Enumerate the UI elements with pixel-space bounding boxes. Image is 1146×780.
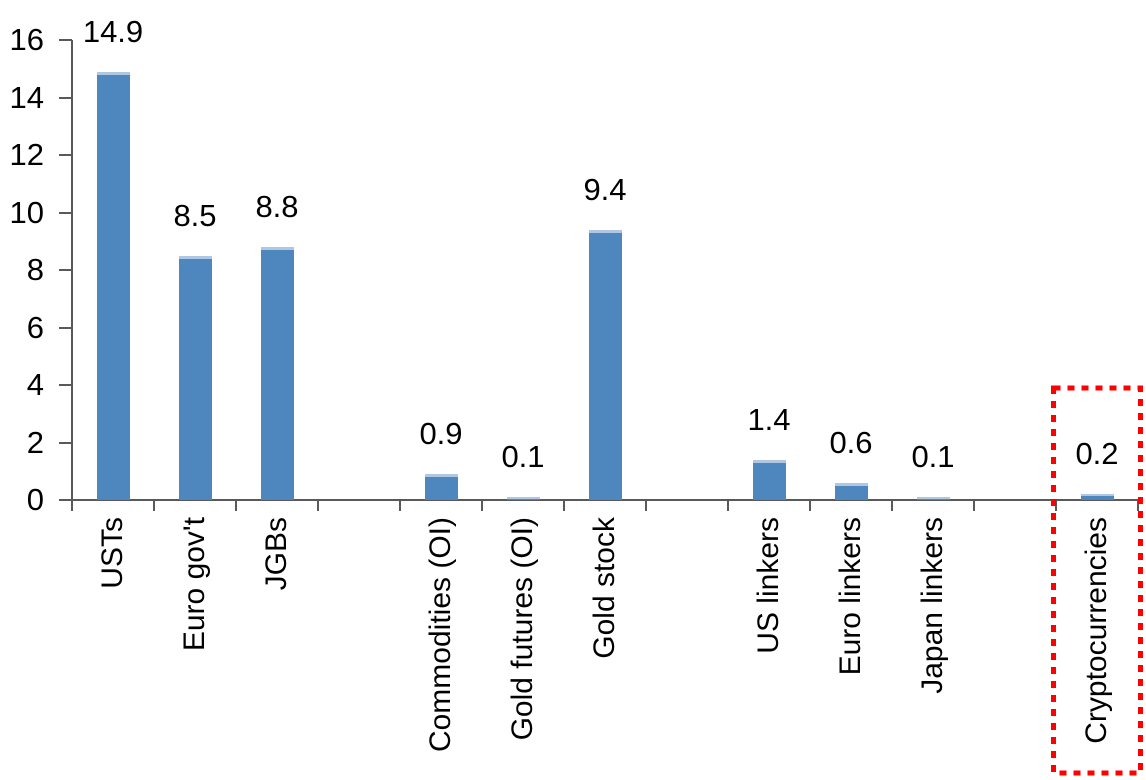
x-axis-category-label: Commodities (OI) <box>424 517 457 753</box>
x-axis-tick <box>235 500 237 511</box>
y-axis-tick <box>59 269 72 271</box>
x-axis-tick <box>153 500 155 511</box>
bar-euro-linkers <box>834 482 868 500</box>
y-axis-line <box>71 40 73 511</box>
x-axis-tick <box>71 500 73 511</box>
x-axis-tick <box>727 500 729 511</box>
y-axis-tick-label: 0 <box>26 482 44 517</box>
x-axis-category-label: Cryptocurrencies <box>1080 517 1113 744</box>
bar-value-label: 0.9 <box>419 416 463 452</box>
y-axis-tick-label: 2 <box>26 424 44 460</box>
bar-value-label: 8.5 <box>173 197 217 233</box>
y-axis-tick <box>59 326 72 329</box>
y-axis-tick-label: 4 <box>26 367 44 402</box>
y-axis-tick <box>59 499 72 501</box>
bar-value-label: 1.4 <box>747 401 791 437</box>
x-axis-tick <box>973 500 975 511</box>
bar-cryptocurrencies <box>1080 494 1114 500</box>
bar-us-linkers <box>752 459 786 500</box>
y-axis-tick-label: 6 <box>26 309 44 345</box>
bar-value-label: 9.4 <box>583 171 627 207</box>
bar-value-label: 0.1 <box>911 439 955 475</box>
bar-value-label: 8.8 <box>255 189 299 224</box>
x-axis-tick <box>1137 500 1139 511</box>
x-axis-category-label: USTs <box>96 517 129 589</box>
x-axis-tick <box>317 500 319 511</box>
y-axis-tick <box>59 96 72 99</box>
bar-euro-gov-t <box>178 255 212 500</box>
y-axis-tick-label: 14 <box>9 79 44 115</box>
x-axis-tick <box>891 500 893 511</box>
bar-gold-stock <box>588 229 622 500</box>
y-axis-tick-label: 10 <box>9 194 44 230</box>
y-axis-tick <box>59 154 72 156</box>
y-axis-tick-label: 16 <box>9 22 44 57</box>
bar-usts <box>96 71 130 500</box>
x-axis-tick <box>1055 500 1057 511</box>
x-axis-tick <box>563 500 565 511</box>
bar-jgbs <box>260 247 294 500</box>
bar-value-label: 0.1 <box>501 439 545 475</box>
x-axis-tick <box>645 500 647 511</box>
bar-value-label: 0.6 <box>829 424 873 460</box>
x-axis-tick <box>809 500 811 511</box>
x-axis-category-label: Euro gov't <box>178 517 211 652</box>
y-axis-tick <box>59 39 72 41</box>
bar-commodities-oi <box>424 474 458 500</box>
y-axis-tick <box>59 441 72 444</box>
x-axis-category-label: US linkers <box>752 517 785 654</box>
x-axis-category-label: Euro linkers <box>834 517 867 676</box>
y-axis-tick-label: 12 <box>9 137 44 172</box>
bar-japan-linkers <box>916 497 950 500</box>
bar-value-label: 0.2 <box>1075 436 1119 472</box>
x-axis-category-label: Gold futures (OI) <box>506 517 539 741</box>
y-axis-tick <box>59 384 72 386</box>
x-axis-tick <box>399 500 401 511</box>
x-axis-category-label: JGBs <box>260 517 293 591</box>
y-axis-tick-label: 8 <box>26 252 44 287</box>
x-axis-tick <box>481 500 483 511</box>
bar-gold-futures-oi <box>506 497 540 500</box>
x-axis-category-label: Gold stock <box>588 517 621 659</box>
bar-value-label: 14.9 <box>82 13 144 49</box>
y-axis-tick <box>59 211 72 214</box>
x-axis-category-label: Japan linkers <box>916 517 949 694</box>
x-axis-line <box>71 499 1140 501</box>
